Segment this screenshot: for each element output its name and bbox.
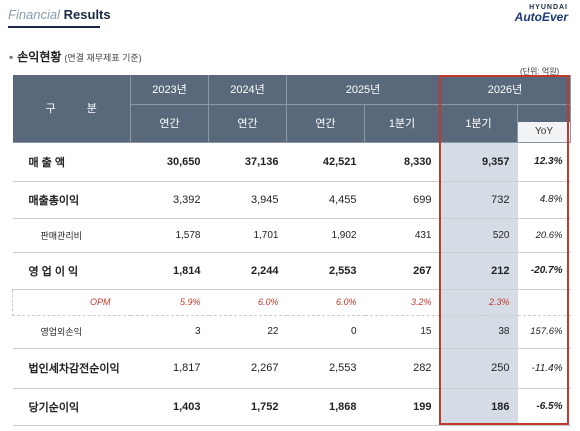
- cell-yoy: -20.7%: [517, 252, 571, 290]
- cell-yoy: -11.4%: [517, 348, 571, 389]
- cell-yoy: 157.6%: [517, 315, 571, 349]
- cell-2023: 5.9%: [130, 289, 209, 316]
- cell-2024: 1,701: [208, 218, 287, 253]
- cell-2025-q1: 15: [364, 315, 440, 349]
- cell-2025-q1: 699: [364, 181, 440, 219]
- cell-2025-q1: 3.2%: [364, 289, 440, 316]
- header-year-2026: 2026년: [439, 75, 571, 105]
- cell-2026-q1: 212: [439, 252, 518, 290]
- income-table: 구 분 2023년 2024년 2025년 2026년 연간 연간 연간 1분기…: [12, 75, 571, 426]
- header-period-2023: 연간: [130, 104, 209, 143]
- cell-2026-q1: 250: [439, 348, 518, 389]
- section-title: 손익현황: [17, 50, 62, 64]
- page-header: Financial Results HYUNDAI AutoEver: [0, 0, 580, 30]
- bullet-icon: ▪: [9, 50, 14, 64]
- cell-2025-q1: 431: [364, 218, 440, 253]
- cell-yoy: [517, 289, 571, 316]
- cell-2024: 37,136: [208, 142, 287, 182]
- cell-2024: 3,945: [208, 181, 287, 219]
- row-label: 영업외손익: [12, 315, 131, 349]
- section-heading: ▪ 손익현황 (연결 재무제표 기준): [9, 48, 142, 65]
- cell-2024: 22: [208, 315, 287, 349]
- header-period-2026-q1: 1분기: [439, 104, 518, 143]
- title-bold: Results: [63, 7, 111, 22]
- cell-2026-q1: 186: [439, 388, 518, 426]
- cell-2025: 2,553: [286, 252, 365, 290]
- cell-2025: 6.0%: [286, 289, 365, 316]
- header-yoy-cell: YoY: [517, 104, 571, 143]
- cell-2026-q1: 2.3%: [439, 289, 518, 316]
- row-label: 매 출 액: [12, 142, 131, 182]
- cell-2026-q1: 520: [439, 218, 518, 253]
- table-row-non-operating: 영업외손익 3 22 0 15 38 157.6%: [12, 315, 571, 349]
- row-label: 매출총이익: [12, 181, 131, 219]
- header-period-2025-q1: 1분기: [364, 104, 440, 143]
- cell-2023: 3,392: [130, 181, 209, 219]
- title-light: Financial: [8, 7, 61, 22]
- unit-label: (단위: 억원): [520, 67, 560, 76]
- title-underline: [8, 26, 100, 28]
- cell-2025: 1,868: [286, 388, 365, 426]
- cell-yoy: 20.6%: [517, 218, 571, 253]
- table-row-gross-profit: 매출총이익 3,392 3,945 4,455 699 732 4.8%: [12, 181, 571, 219]
- page-title: Financial Results: [8, 7, 111, 22]
- header-corner: 구 분: [12, 75, 131, 143]
- table-row-pretax-income: 법인세차감전순이익 1,817 2,267 2,553 282 250 -11.…: [12, 348, 571, 389]
- cell-2026-q1: 732: [439, 181, 518, 219]
- cell-2023: 1,814: [130, 252, 209, 290]
- cell-2025: 2,553: [286, 348, 365, 389]
- cell-2023: 1,817: [130, 348, 209, 389]
- table-row-sga: 판매관리비 1,578 1,701 1,902 431 520 20.6%: [12, 218, 571, 253]
- cell-2025-q1: 199: [364, 388, 440, 426]
- cell-2025: 4,455: [286, 181, 365, 219]
- cell-2025: 1,902: [286, 218, 365, 253]
- cell-2024: 6.0%: [208, 289, 287, 316]
- row-label: 영 업 이 익: [12, 252, 131, 290]
- row-label: OPM: [12, 289, 131, 316]
- logo-hyundai: HYUNDAI: [529, 4, 568, 11]
- cell-2023: 1,403: [130, 388, 209, 426]
- section-subtitle: (연결 재무제표 기준): [64, 53, 142, 63]
- cell-yoy: -6.5%: [517, 388, 571, 426]
- logo-autoever: AutoEver: [514, 10, 568, 24]
- cell-2023: 30,650: [130, 142, 209, 182]
- table-row-opm: OPM 5.9% 6.0% 6.0% 3.2% 2.3%: [12, 289, 571, 316]
- cell-2024: 2,244: [208, 252, 287, 290]
- company-logo: HYUNDAI AutoEver: [515, 4, 568, 23]
- cell-2026-q1: 9,357: [439, 142, 518, 182]
- cell-2025-q1: 267: [364, 252, 440, 290]
- header-period-2024: 연간: [208, 104, 287, 143]
- row-label: 판매관리비: [12, 218, 131, 253]
- cell-2024: 1,752: [208, 388, 287, 426]
- header-period-2025-annual: 연간: [286, 104, 365, 143]
- cell-2026-q1: 38: [439, 315, 518, 349]
- row-label: 당기순이익: [12, 388, 131, 426]
- cell-2023: 3: [130, 315, 209, 349]
- header-year-2024: 2024년: [208, 75, 287, 105]
- table-row-operating-profit: 영 업 이 익 1,814 2,244 2,553 267 212 -20.7%: [12, 252, 571, 290]
- cell-2023: 1,578: [130, 218, 209, 253]
- cell-2024: 2,267: [208, 348, 287, 389]
- table-row-revenue: 매 출 액 30,650 37,136 42,521 8,330 9,357 1…: [12, 142, 571, 182]
- cell-2025: 42,521: [286, 142, 365, 182]
- header-year-2025: 2025년: [286, 75, 440, 105]
- cell-yoy: 4.8%: [517, 181, 571, 219]
- cell-yoy: 12.3%: [517, 142, 571, 182]
- table-row-net-income: 당기순이익 1,403 1,752 1,868 199 186 -6.5%: [12, 388, 571, 426]
- cell-2025: 0: [286, 315, 365, 349]
- header-year-2023: 2023년: [130, 75, 209, 105]
- row-label: 법인세차감전순이익: [12, 348, 131, 389]
- cell-2025-q1: 282: [364, 348, 440, 389]
- cell-2025-q1: 8,330: [364, 142, 440, 182]
- header-yoy: YoY: [518, 121, 570, 142]
